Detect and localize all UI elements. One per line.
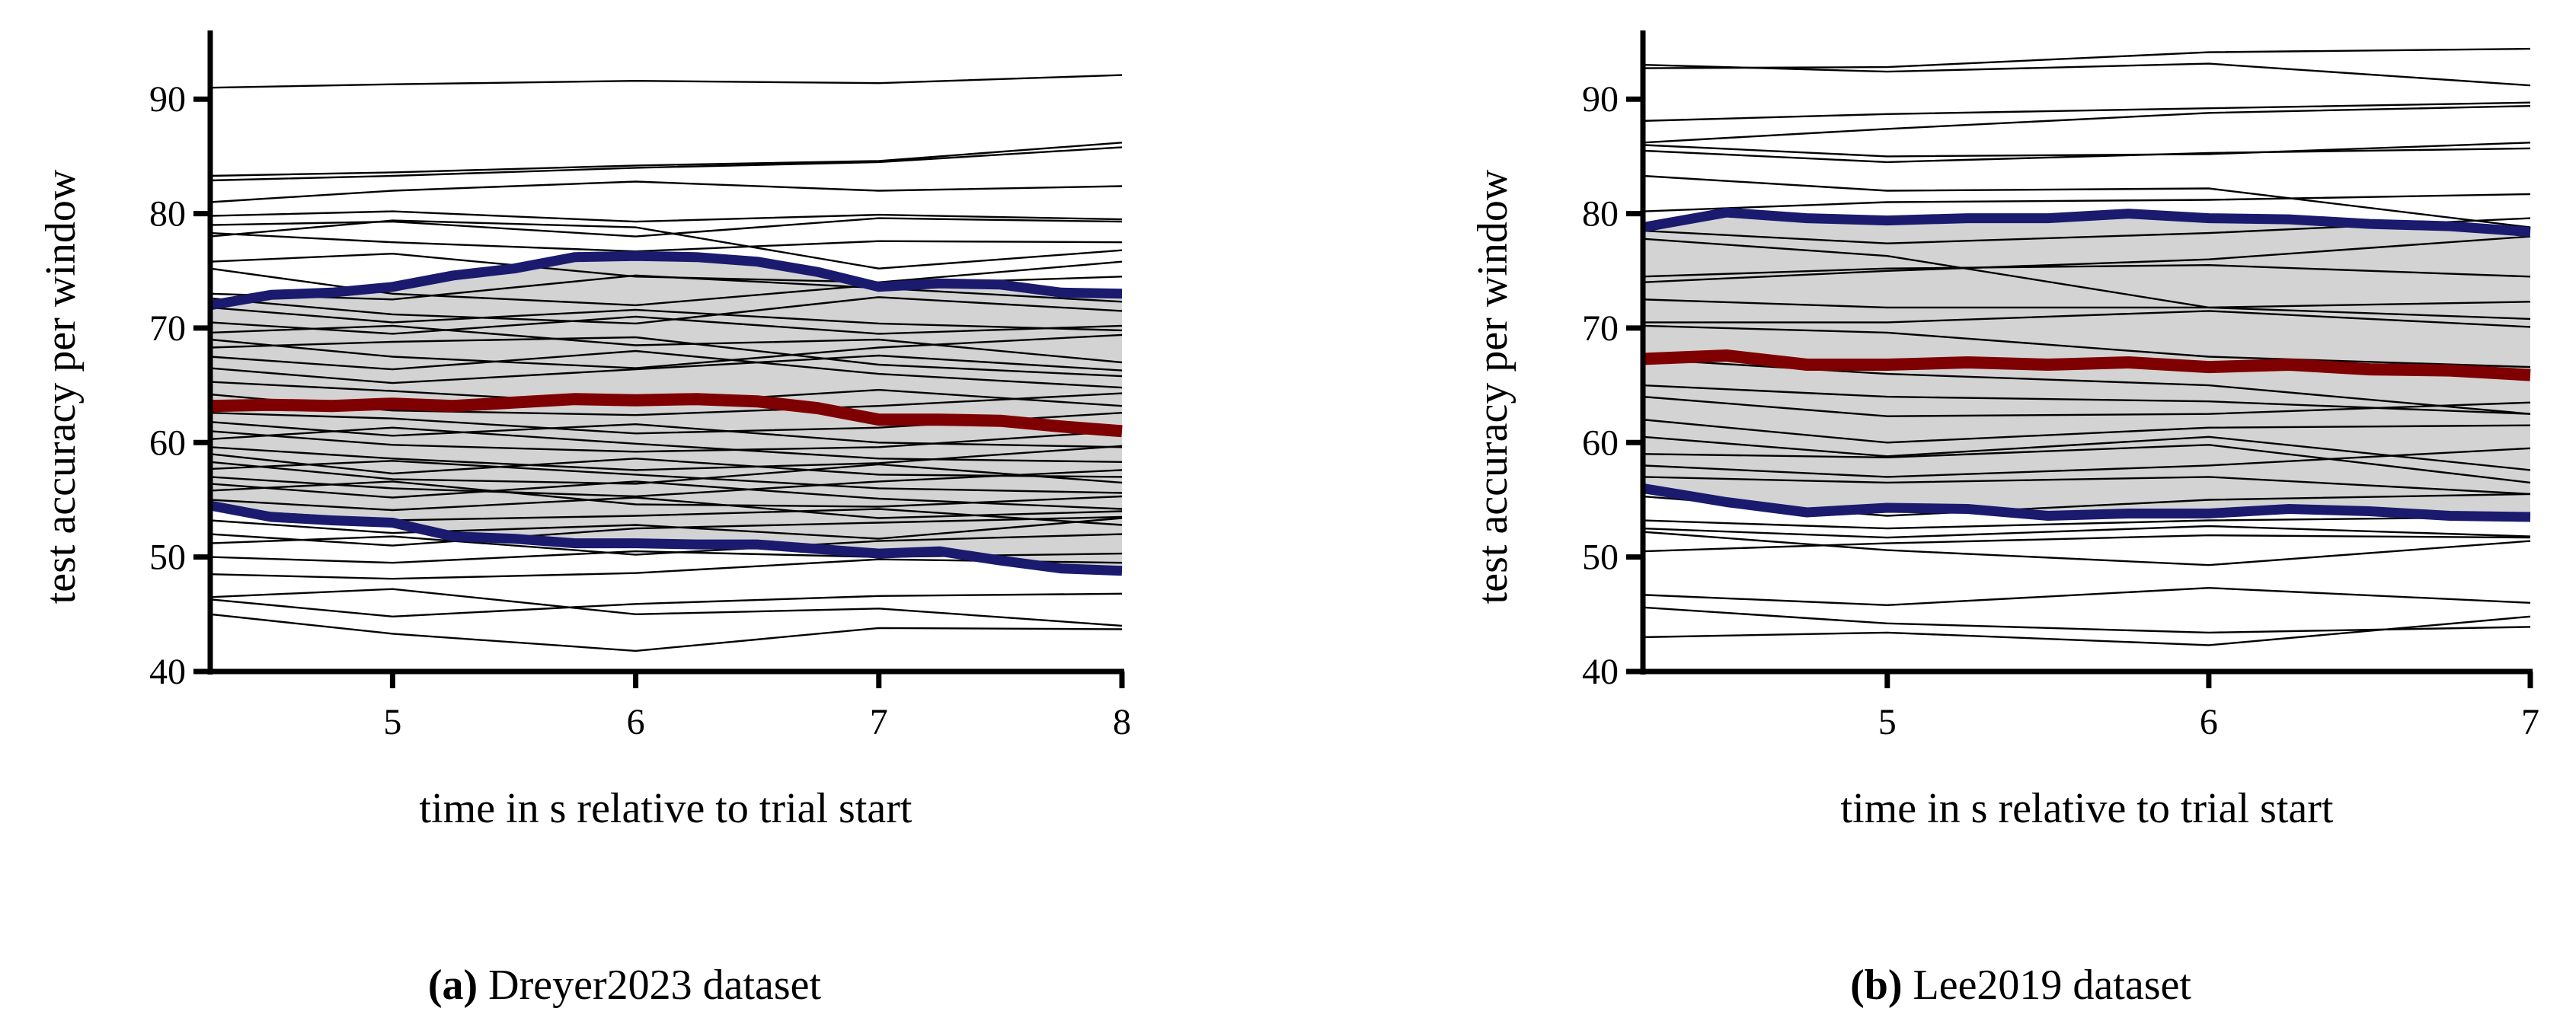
subject-line-29 [1642, 586, 2531, 607]
subject-line-14 [1643, 310, 2531, 328]
y-tick-label: 90 [149, 79, 186, 120]
subject-line-26 [209, 445, 1123, 471]
subject-line-13 [209, 306, 1123, 332]
subject-line-28 [1642, 531, 2531, 566]
subject-line-25 [1642, 515, 2531, 530]
subject-line-20 [1642, 435, 2531, 471]
subject-line-5 [209, 210, 1123, 223]
panel-a-dreyer2023: 40 50 60 70 80 90 5 6 7 8 test accuracy per windo… [37, 30, 1131, 1009]
subject-line-9 [209, 252, 1123, 284]
subject-line-12 [1642, 235, 2531, 283]
subject-line-41 [209, 592, 1123, 618]
subject-line-8 [1642, 193, 2531, 212]
subject-line-3 [209, 146, 1123, 182]
subject-line-15 [209, 324, 1123, 364]
subject-line-39 [209, 558, 1123, 580]
subject-line-30 [1642, 606, 2531, 634]
x-tick-label: 7 [870, 702, 888, 742]
caption-text: Lee2019 dataset [1903, 962, 2192, 1009]
subject-line-7 [1642, 174, 2531, 228]
subject-line-5 [1642, 142, 2531, 158]
subject-line-25 [209, 426, 1123, 463]
subject-line-8 [209, 219, 1123, 270]
subject-line-3 [1642, 101, 2531, 122]
x-tick-label: 7 [2521, 702, 2539, 742]
x-tick-label: 5 [1878, 702, 1897, 742]
subject-line-24 [209, 430, 1123, 453]
subject-line-14 [209, 315, 1123, 335]
caption-text: Dreyer2023 dataset [478, 962, 821, 1009]
y-tick-label: 80 [1582, 194, 1619, 234]
subject-line-18 [209, 349, 1123, 389]
caption: (b) Lee2019 dataset [1850, 962, 2191, 1009]
x-axis-label: time in s relative to trial start [420, 785, 912, 832]
subject-line-6 [1642, 147, 2531, 164]
subject-line-31 [1642, 615, 2531, 646]
subject-line-7 [209, 231, 1123, 253]
panel-b-lee2019: 40 50 60 70 80 90 5 6 7 test accuracy per window… [1469, 30, 2539, 1009]
subject-line-31 [209, 480, 1123, 510]
y-tick-label: 70 [149, 308, 186, 349]
subject-line-33 [209, 496, 1123, 519]
y-tick-label: 70 [1582, 308, 1619, 349]
subject-line-13 [1642, 298, 2531, 309]
lower-bound-line [1641, 483, 2531, 522]
subject-line-27 [209, 453, 1123, 478]
mean-line [209, 393, 1123, 438]
subject-line-2 [209, 142, 1123, 177]
subject-line-32 [209, 480, 1123, 508]
caption-label: (a) [428, 962, 478, 1009]
y-tick-label: 80 [149, 194, 186, 234]
upper-bound-line [1641, 207, 2531, 238]
caption-label: (b) [1850, 962, 1902, 1009]
subject-line-36 [209, 515, 1123, 547]
y-axis-label: test accuracy per window [37, 169, 85, 604]
x-tick-label: 8 [1113, 702, 1131, 742]
subject-line-11 [1642, 263, 2531, 278]
lower-bound-line [209, 500, 1123, 576]
x-tick-label: 6 [2200, 702, 2218, 742]
subject-line-4 [1642, 105, 2531, 144]
subject-line-37 [209, 533, 1123, 556]
subject-line-6 [209, 217, 1123, 238]
y-tick-label: 60 [149, 423, 186, 463]
x-axis-label: time in s relative to trial start [1841, 785, 2334, 832]
subject-line-12 [209, 296, 1123, 325]
subject-line-22 [1642, 447, 2531, 478]
subject-line-19 [209, 354, 1123, 384]
subject-line-19 [1642, 419, 2531, 444]
y-tick-label: 60 [1582, 423, 1619, 463]
subject-line-21 [1642, 444, 2531, 484]
subject-line-27 [1642, 534, 2531, 553]
subject-line-23 [1642, 476, 2531, 496]
subject-line-40 [209, 588, 1123, 627]
caption: (a) Dreyer2023 dataset [428, 962, 822, 1009]
y-axis-label: test accuracy per window [1469, 169, 1517, 604]
subject-line-4 [209, 180, 1123, 203]
subject-line-10 [1642, 238, 2531, 321]
subject-line-18 [1642, 395, 2531, 417]
x-tick-label: 5 [383, 702, 401, 742]
subject-line-35 [209, 517, 1123, 540]
subject-line-26 [1642, 525, 2531, 539]
subject-line-16 [1642, 358, 2531, 415]
x-tick-label: 6 [627, 702, 645, 742]
subject-line-42 [209, 613, 1123, 652]
mean-line [1642, 349, 2531, 381]
upper-bound-line [209, 250, 1123, 311]
y-tick-label: 50 [149, 538, 186, 578]
subject-line-28 [209, 461, 1123, 485]
subject-line-2 [1642, 47, 2531, 69]
subject-line-1 [209, 74, 1123, 89]
y-tick-label: 40 [149, 652, 186, 692]
subject-line-16 [209, 333, 1123, 369]
y-tick-label: 90 [1582, 79, 1619, 120]
y-tick-label: 40 [1582, 652, 1619, 692]
y-tick-label: 50 [1582, 538, 1619, 578]
subject-line-17 [209, 336, 1123, 378]
subject-line-29 [209, 460, 1123, 494]
subject-line-15 [1642, 324, 2531, 368]
